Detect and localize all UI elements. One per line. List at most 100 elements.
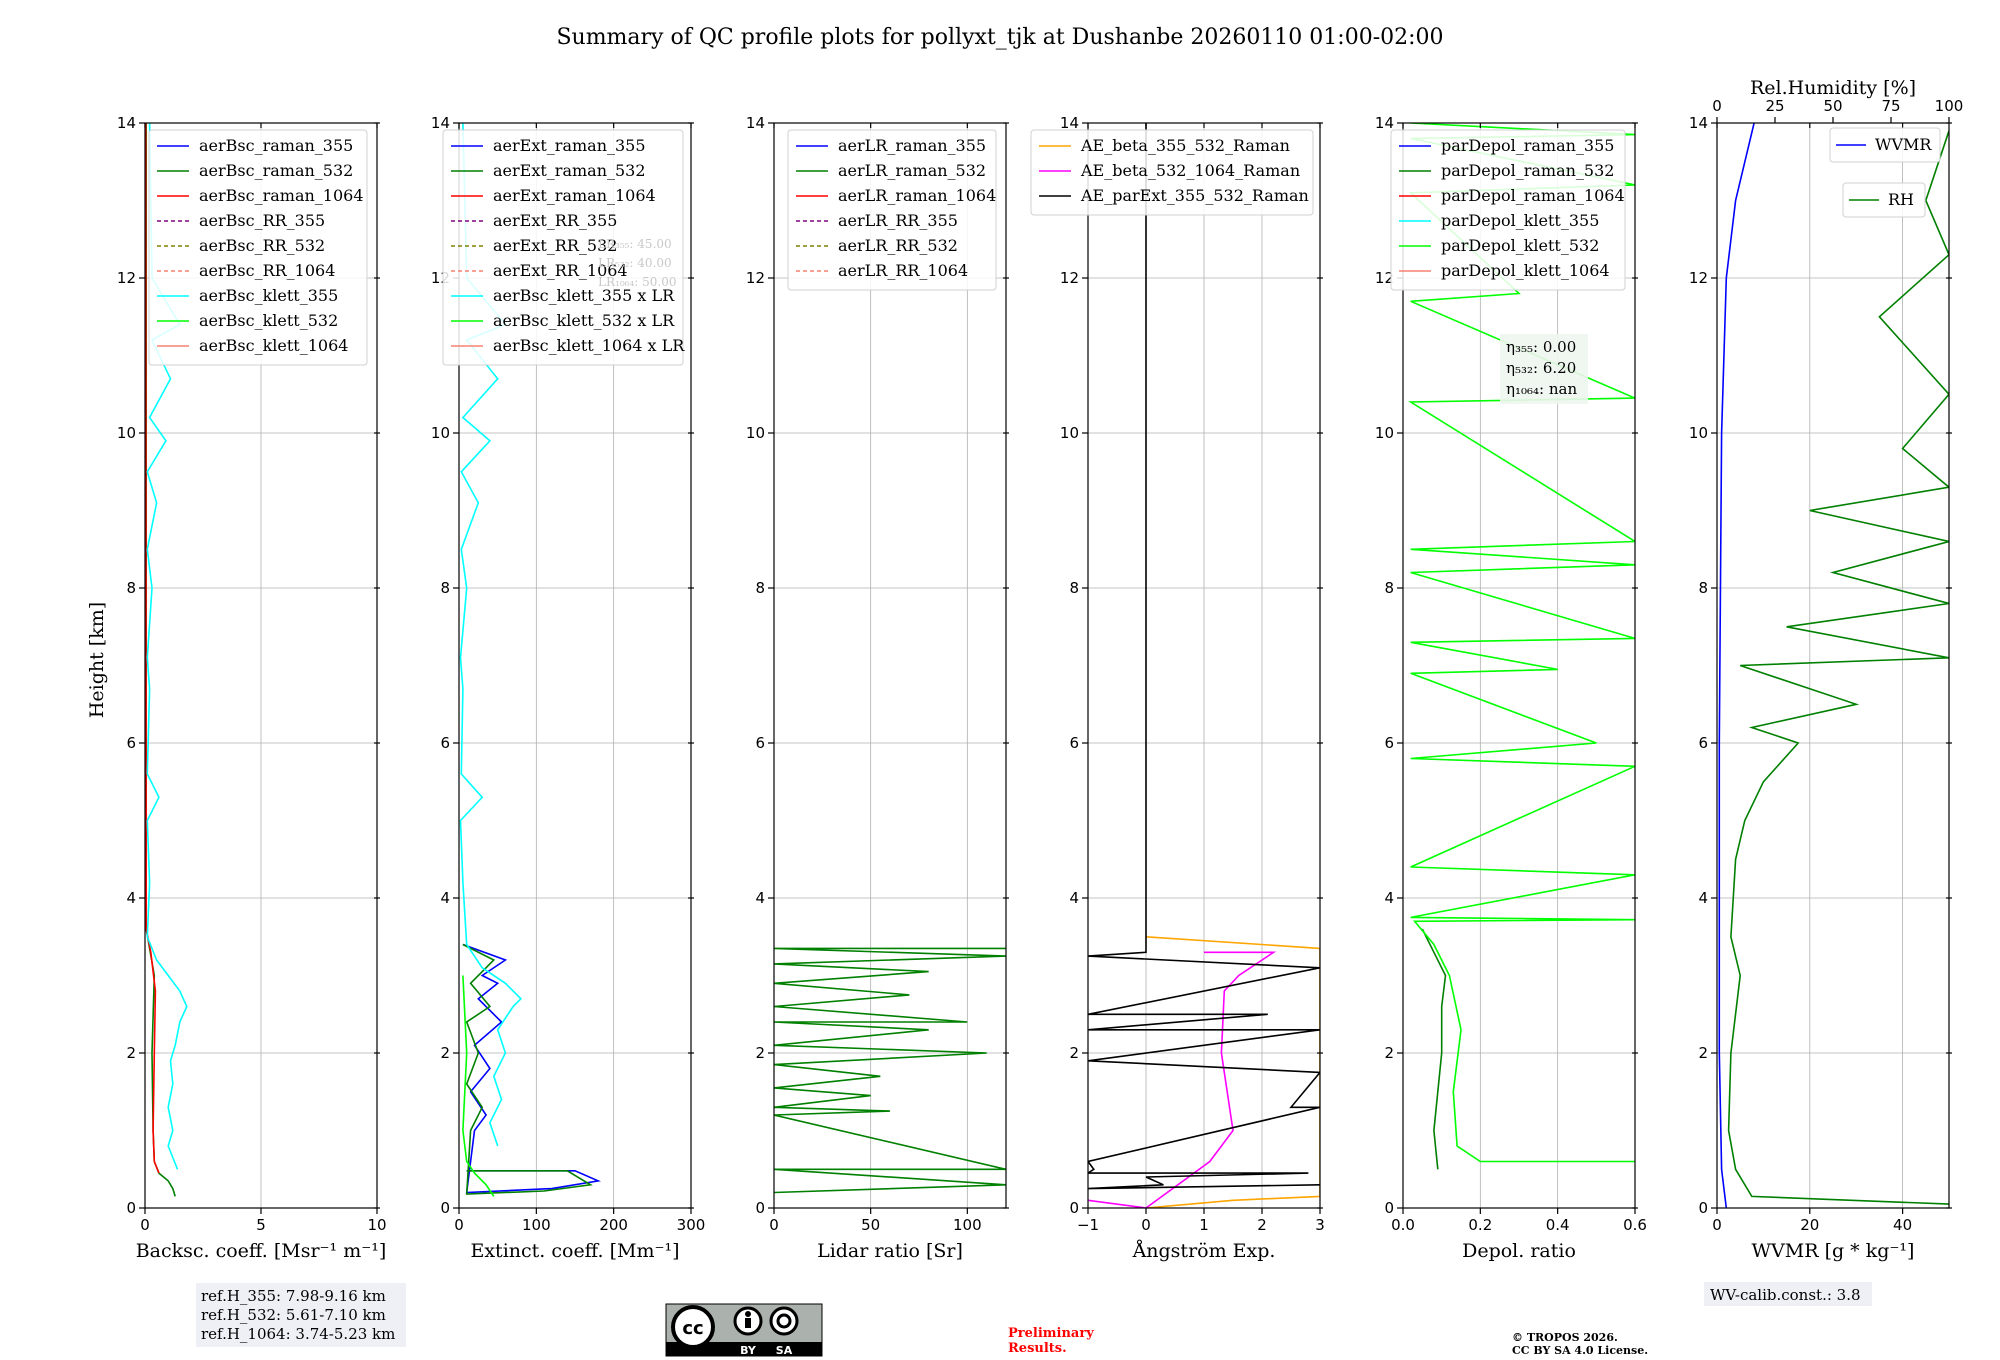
- x2-tick-label: 50: [1823, 97, 1842, 115]
- x-tick-label: 1: [1199, 1216, 1209, 1234]
- y-tick-label: 4: [1384, 889, 1394, 907]
- x-axis-label-lr: Lidar ratio [Sr]: [817, 1240, 963, 1262]
- legend-entry: aerBsc_klett_1064: [199, 336, 348, 355]
- legend-entry: parDepol_raman_355: [1441, 136, 1614, 155]
- x-tick-label: 0: [769, 1216, 779, 1234]
- copyright-text-1: © TROPOS 2026.: [1512, 1331, 1618, 1344]
- x-tick-label: 0: [1141, 1216, 1151, 1234]
- preliminary-text-2: Results.: [1008, 1341, 1067, 1356]
- legend-entry: aerBsc_RR_1064: [199, 261, 335, 280]
- x-tick-label: 2: [1257, 1216, 1267, 1234]
- y-tick-label: 14: [117, 114, 136, 132]
- figure-title: Summary of QC profile plots for pollyxt_…: [556, 25, 1443, 50]
- x-axis-label-wv: WVMR [g * kg⁻¹]: [1752, 1240, 1915, 1262]
- y-tick-label: 8: [126, 579, 136, 597]
- legend-box: [1390, 129, 1626, 291]
- legend-entry: parDepol_raman_1064: [1441, 186, 1625, 205]
- series-WVMR: [1718, 123, 1755, 1208]
- notes: ref.H_355: 7.98-9.16 km ref.H_532: 5.61-…: [196, 1282, 1872, 1357]
- y-tick-label: 6: [1698, 734, 1708, 752]
- y-tick-label: 4: [755, 889, 765, 907]
- y-tick-label: 8: [1698, 579, 1708, 597]
- x-tick-label: −1: [1077, 1216, 1099, 1234]
- ref-height-box: [196, 1283, 406, 1347]
- legend-entry: RH: [1888, 190, 1914, 209]
- klett-lr-note: LR₅₃₂: 40.00: [598, 256, 672, 270]
- legend-entry: AE_beta_532_1064_Raman: [1080, 161, 1300, 180]
- x2-tick-label: 25: [1765, 97, 1784, 115]
- x2-axis-label: Rel.Humidity [%]: [1750, 77, 1916, 99]
- legend-entry: aerBsc_RR_355: [199, 211, 325, 230]
- y-tick-label: 0: [1384, 1199, 1394, 1217]
- y-tick-label: 4: [440, 889, 450, 907]
- y-tick-label: 12: [1060, 269, 1079, 287]
- legend-box: [1842, 182, 1926, 218]
- x-axis-label-bsc: Backsc. coeff. [Msr⁻¹ m⁻¹]: [136, 1240, 387, 1262]
- y-tick-label: 0: [1069, 1199, 1079, 1217]
- y-tick-label: 4: [1698, 889, 1708, 907]
- y-tick-label: 10: [1060, 424, 1079, 442]
- y-tick-label: 4: [1069, 889, 1079, 907]
- x-tick-label: 10: [367, 1216, 386, 1234]
- cc-icon: [671, 1305, 715, 1349]
- series-aerBsc_klett_532 x LR: [462, 975, 495, 1197]
- sa-share-icon: [769, 1306, 799, 1336]
- y-tick-label: 6: [440, 734, 450, 752]
- x-axis-label-ae: Ångström Exp.: [1132, 1240, 1276, 1262]
- series-aerExt_raman_355: [462, 943, 601, 1194]
- legend-entry: aerBsc_raman_532: [199, 161, 353, 180]
- y-tick-label: 6: [1069, 734, 1079, 752]
- series-AE_parExt_355_532_Raman: [1088, 123, 1320, 1190]
- panel-wv: 0 20 40 0 2 4 6 8 10 12 14 WVMR [g * kg⁻¹] 0 25 50 75 10…: [1689, 77, 1963, 1262]
- y-tick-label: 6: [126, 734, 136, 752]
- legend-entry: aerLR_raman_532: [838, 161, 986, 180]
- x-tick-label: 200: [599, 1216, 628, 1234]
- legend-entry: parDepol_klett_532: [1441, 236, 1599, 255]
- y-tick-label: 4: [126, 889, 136, 907]
- legend-entry: aerExt_raman_532: [493, 161, 646, 180]
- series-AE_beta_532_1064_Raman: [1088, 951, 1277, 1208]
- x-tick-label: 3: [1315, 1216, 1325, 1234]
- copyright-text-2: CC BY SA 4.0 License.: [1512, 1344, 1648, 1357]
- ref-height-355: ref.H_355: 7.98-9.16 km: [201, 1287, 386, 1305]
- wv-calib-text: WV-calib.const.: 3.8: [1710, 1286, 1861, 1304]
- legend-entry: aerBsc_klett_532 x LR: [493, 311, 675, 330]
- y-tick-label: 0: [440, 1199, 450, 1217]
- x-tick-label: 300: [677, 1216, 706, 1234]
- x-tick-label: 0: [140, 1216, 150, 1234]
- sa-label: SA: [776, 1344, 793, 1357]
- depol-eta-entry: η₁₀₆₄: nan: [1506, 380, 1577, 398]
- klett-lr-note: LR₃₅₅: 45.00: [598, 237, 672, 251]
- legend-box: [1829, 127, 1941, 163]
- legend-entry: aerExt_raman_355: [493, 136, 646, 155]
- y-tick-label: 12: [746, 269, 765, 287]
- legend-box: [1030, 129, 1314, 216]
- x-tick-label: 0.2: [1468, 1216, 1492, 1234]
- panel-bsc: 0 5 10 0 2 4 6 8 10 12 14 Backsc. coeff. [Msr⁻¹ m⁻¹…: [117, 114, 387, 1262]
- legend-entry: parDepol_klett_355: [1441, 211, 1599, 230]
- klett-lr-note: LR₁₀₆₄: 50.00: [598, 275, 676, 289]
- legend-entry: AE_parExt_355_532_Raman: [1080, 186, 1309, 205]
- y-tick-label: 10: [746, 424, 765, 442]
- y-tick-label: 2: [755, 1044, 765, 1062]
- x-axis-label-ext: Extinct. coeff. [Mm⁻¹]: [470, 1240, 679, 1262]
- y-tick-label: 8: [755, 579, 765, 597]
- y-tick-label: 2: [1384, 1044, 1394, 1062]
- depol-eta-entry: η₃₅₅: 0.00: [1506, 338, 1576, 356]
- legend-entry: aerLR_RR_1064: [838, 261, 968, 280]
- y-tick-label: 14: [1375, 114, 1394, 132]
- axes-frame: [1402, 122, 1636, 1209]
- legend-entry: aerLR_RR_355: [838, 211, 958, 230]
- x-tick-label: 0.4: [1546, 1216, 1570, 1234]
- series-RH: [1727, 130, 1949, 1205]
- legend-entry: aerBsc_klett_1064 x LR: [493, 336, 685, 355]
- legend-box: [148, 129, 368, 366]
- y-tick-label: 0: [755, 1199, 765, 1217]
- depol-eta-entry: η₅₃₂: 6.20: [1506, 359, 1576, 377]
- series-AE_beta_355_532_Raman: [1145, 936, 1320, 1208]
- x-tick-label: 40: [1893, 1216, 1912, 1234]
- x-tick-label: 0: [454, 1216, 464, 1234]
